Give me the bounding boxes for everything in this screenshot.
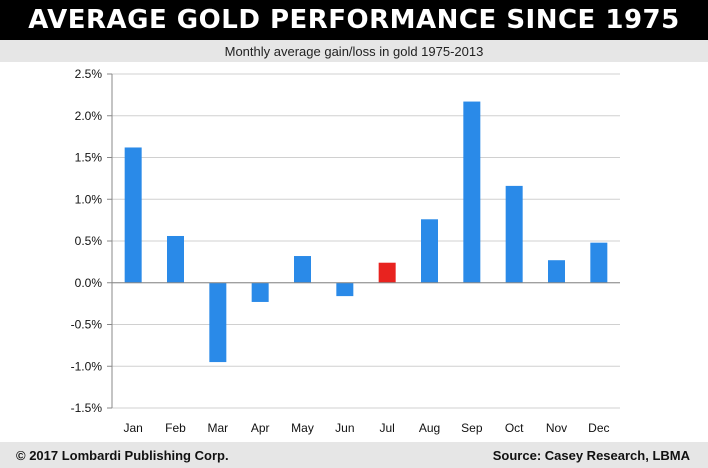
x-tick-label: Aug [419,421,440,435]
bar-jan [124,147,142,283]
bar-apr [251,282,269,302]
y-tick-label: 2.5% [75,67,103,81]
source-text: Source: Casey Research, LBMA [492,447,690,463]
bar-jun [336,282,354,297]
y-tick-label: 2.0% [75,109,103,123]
bar-mar [209,282,227,363]
x-tick-label: Nov [546,421,567,435]
x-tick-label: Mar [207,421,228,435]
x-tick-label: Oct [505,421,524,435]
bar-oct [505,185,523,283]
bar-sep [463,101,481,283]
y-tick-label: 1.0% [75,192,103,206]
bar-dec [590,242,608,283]
x-tick-label: Sep [461,421,483,435]
bar-chart: -1.5% -1.0% -0.5% 0.0% 0.5% 1.0% 1.5% 2.0% 2.5% J… [71,67,620,435]
subtitle-bar: Monthly average gain/loss in gold 1975-2… [0,40,708,62]
y-tick-label: -1.5% [71,401,103,415]
x-tick-label: Feb [165,421,186,435]
x-tick-label: Jun [335,421,354,435]
title-bar: AVERAGE GOLD PERFORMANCE SINCE 1975 [0,0,708,40]
bar-nov [548,260,565,283]
y-tick-label: 0.5% [75,234,103,248]
bar-jul [378,262,396,283]
footer-bar: © 2017 Lombardi Publishing Corp. Source:… [0,442,708,468]
y-tick-label: 0.0% [75,276,103,290]
x-tick-label: May [291,421,314,435]
bar-aug [421,219,438,283]
y-tick-label: -1.0% [71,359,103,373]
x-tick-label: Jan [123,421,142,435]
chart-subtitle: Monthly average gain/loss in gold 1975-2… [224,43,484,59]
x-tick-label: Dec [588,421,609,435]
y-tick-label: -0.5% [71,318,103,332]
copyright-text: © 2017 Lombardi Publishing Corp. [16,447,229,463]
x-tick-label: Apr [251,421,270,435]
x-tick-label: Jul [379,421,394,435]
bar-feb [167,235,184,283]
chart-title: AVERAGE GOLD PERFORMANCE SINCE 1975 [28,5,680,35]
bar-may [294,256,311,283]
y-tick-label: 1.5% [75,151,103,165]
